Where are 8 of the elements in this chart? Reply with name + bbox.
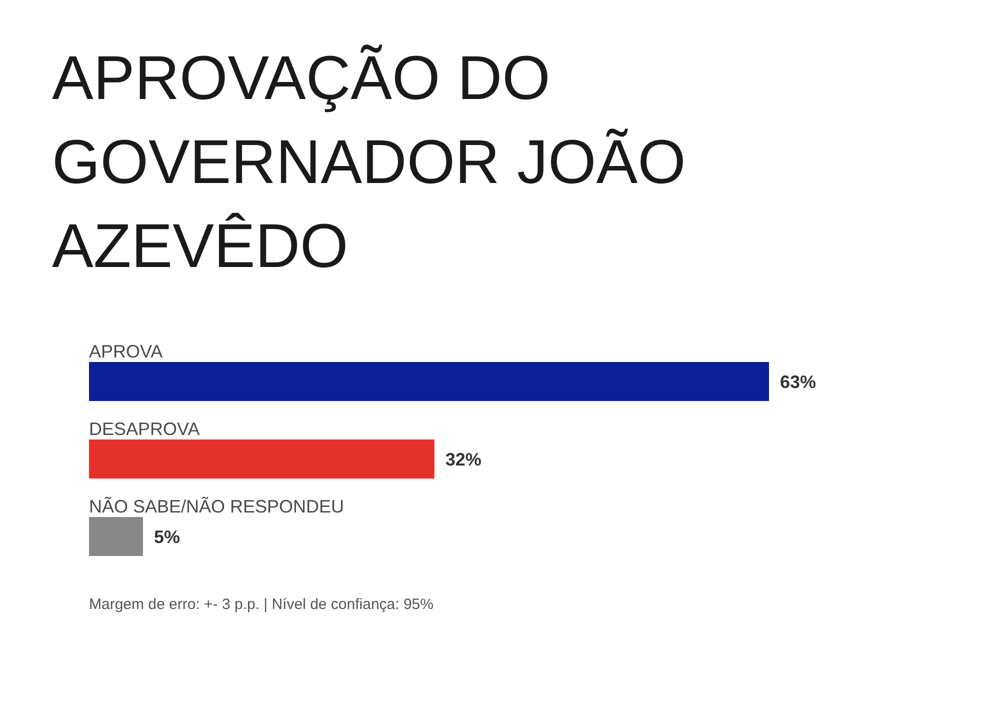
text: Margem de erro: +- 3 p.p. | Nível de confiança: 95%	[89, 596, 434, 613]
data-label: 5%	[154, 526, 180, 547]
y-tick-label: DESAPROVA	[89, 418, 200, 439]
y-tick-label: NÃO SABE/NÃO RESPONDEU	[89, 496, 344, 516]
data-label: 63%	[780, 372, 816, 392]
data-label: 32%	[445, 449, 482, 470]
chart-title: APROVAÇÃO DO GOVERNADOR JOÃO AZEVÊDO	[52, 43, 687, 283]
y-tick-label: APROVA	[89, 341, 163, 362]
